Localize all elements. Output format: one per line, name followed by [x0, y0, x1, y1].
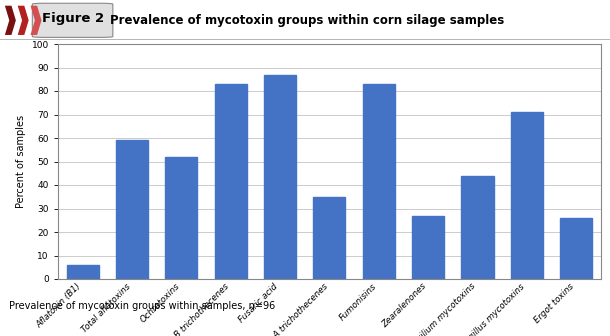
Bar	[66, 265, 99, 279]
Y-axis label: Percent of samples: Percent of samples	[16, 115, 26, 208]
Bar	[215, 84, 246, 279]
Bar	[314, 197, 345, 279]
Polygon shape	[30, 6, 41, 35]
Text: Figure 2: Figure 2	[41, 12, 104, 25]
FancyBboxPatch shape	[32, 3, 113, 37]
Bar	[461, 176, 493, 279]
Polygon shape	[5, 6, 16, 35]
Bar	[116, 140, 148, 279]
Polygon shape	[18, 6, 29, 35]
Bar	[560, 218, 592, 279]
Bar	[412, 216, 444, 279]
Bar	[511, 112, 543, 279]
Text: Prevalence of mycotoxin groups within corn silage samples: Prevalence of mycotoxin groups within co…	[110, 14, 504, 27]
Bar	[264, 75, 296, 279]
Bar	[363, 84, 395, 279]
Text: Prevalence of mycotoxin groups within samples, n=96: Prevalence of mycotoxin groups within sa…	[9, 301, 275, 311]
Bar	[165, 157, 198, 279]
